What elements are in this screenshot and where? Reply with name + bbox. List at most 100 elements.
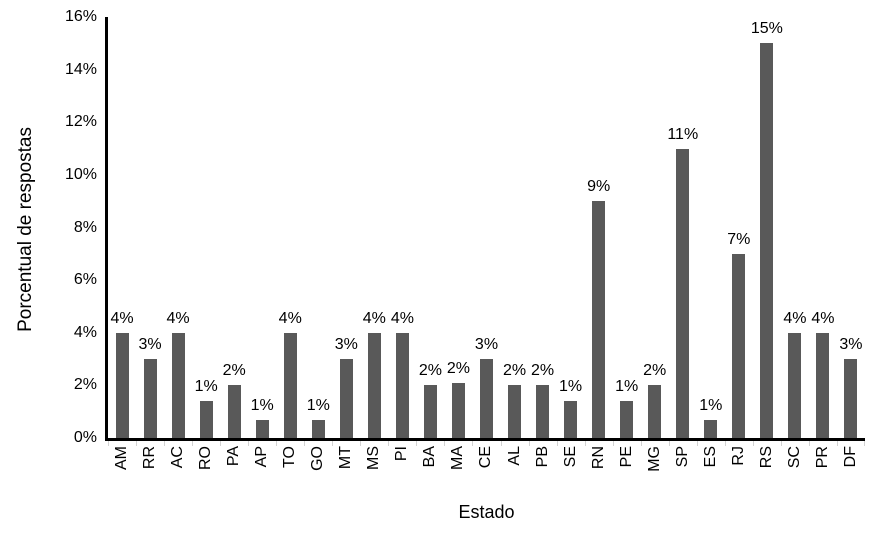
bar-SC bbox=[788, 332, 802, 438]
bar-value-label-AP: 1% bbox=[250, 396, 274, 414]
bar-value-label-AM: 4% bbox=[110, 309, 134, 327]
bar-CE bbox=[480, 359, 493, 438]
x-category-label-text: MG bbox=[645, 446, 663, 472]
x-axis-tick-mark bbox=[360, 441, 362, 446]
y-tick-label-2: 2% bbox=[73, 376, 97, 394]
bar-AL bbox=[508, 385, 522, 438]
bar-AP bbox=[255, 419, 269, 438]
bar-SE bbox=[564, 401, 578, 438]
bar-value-label-RS: 15% bbox=[750, 20, 783, 38]
bar-value-label-MA: 2% bbox=[446, 359, 471, 377]
x-category-label-PB: PB bbox=[529, 446, 557, 486]
x-axis-tick-mark bbox=[332, 441, 334, 446]
x-category-label-text: TO bbox=[281, 446, 299, 468]
x-axis-tick-mark bbox=[248, 441, 250, 446]
bar-AM bbox=[115, 332, 129, 438]
x-axis-tick-mark bbox=[864, 441, 865, 446]
bar-value-label-AC: 4% bbox=[166, 309, 190, 327]
bar-value-label-MT: 3% bbox=[334, 336, 358, 354]
bar-value-label-RJ: 7% bbox=[727, 230, 751, 248]
x-category-label-text: PE bbox=[617, 446, 635, 468]
bar-PR bbox=[816, 332, 830, 438]
x-category-label-text: CE bbox=[477, 446, 495, 469]
bar-RS bbox=[760, 43, 774, 438]
x-axis-tick-mark bbox=[556, 441, 558, 446]
bar-value-label-SP: 11% bbox=[667, 125, 699, 143]
x-category-label-text: GO bbox=[309, 446, 327, 471]
bar-AC bbox=[171, 332, 185, 438]
bar-value-label-DF: 3% bbox=[839, 336, 863, 354]
bar-GO bbox=[311, 419, 325, 438]
y-tick-label-6: 6% bbox=[73, 271, 97, 289]
x-category-label-RS: RS bbox=[753, 446, 781, 486]
x-axis-category-labels: AM RR AC RO PA AP TO GO MT MS PI BA MA CE AL PB SE RN PE MG… bbox=[108, 446, 865, 486]
x-category-label-text: PI bbox=[393, 446, 411, 462]
bar-SP bbox=[676, 148, 690, 438]
bar-MS bbox=[367, 332, 381, 438]
x-axis-tick-mark bbox=[836, 441, 838, 446]
x-axis-tick-mark bbox=[472, 441, 474, 446]
x-category-label-RJ: RJ bbox=[725, 446, 753, 486]
x-category-label-PA: PA bbox=[220, 446, 248, 486]
x-category-label-text: DF bbox=[841, 446, 859, 468]
x-axis-tick-mark bbox=[752, 441, 754, 446]
bar-value-label-MS: 4% bbox=[362, 309, 386, 327]
bar-value-label-PE: 1% bbox=[615, 378, 639, 396]
x-category-label-RR: RR bbox=[136, 446, 164, 486]
x-category-label-text: RS bbox=[757, 446, 775, 469]
x-category-label-ES: ES bbox=[697, 446, 725, 486]
x-category-label-text: PA bbox=[225, 446, 243, 467]
x-axis-tick-mark bbox=[108, 441, 109, 446]
x-axis-tick-mark bbox=[528, 441, 530, 446]
x-category-label-text: PB bbox=[533, 446, 551, 468]
x-category-label-BA: BA bbox=[416, 446, 444, 486]
x-category-label-MG: MG bbox=[641, 446, 669, 486]
y-tick-label-16: 16% bbox=[64, 8, 97, 25]
x-category-label-CE: CE bbox=[472, 446, 500, 486]
x-axis-title: Estado bbox=[458, 502, 515, 522]
bar-RJ bbox=[732, 253, 746, 438]
bar-value-label-BA: 2% bbox=[418, 362, 442, 380]
x-axis-tick-mark bbox=[220, 441, 222, 446]
x-category-label-MA: MA bbox=[444, 446, 472, 486]
x-axis-tick-mark bbox=[640, 441, 642, 446]
x-axis-tick-mark bbox=[304, 441, 306, 446]
x-axis-tick-mark bbox=[724, 441, 726, 446]
x-category-label-text: RN bbox=[589, 446, 607, 470]
bar-value-label-SE: 1% bbox=[559, 378, 583, 396]
x-category-label-SP: SP bbox=[669, 446, 697, 486]
x-category-label-PR: PR bbox=[809, 446, 837, 486]
x-category-label-text: SP bbox=[673, 446, 691, 468]
x-axis-tick-mark bbox=[388, 441, 390, 446]
x-category-label-TO: TO bbox=[276, 446, 304, 486]
bar-value-label-PB: 2% bbox=[531, 362, 555, 380]
x-category-label-SC: SC bbox=[781, 446, 809, 486]
bar-value-label-MG: 2% bbox=[643, 362, 667, 380]
x-category-label-text: RR bbox=[141, 446, 159, 470]
bar-ES bbox=[704, 419, 718, 438]
x-axis-tick-mark bbox=[444, 441, 446, 446]
bar-RR bbox=[143, 359, 157, 438]
x-category-label-text: PR bbox=[813, 446, 831, 469]
x-category-label-MT: MT bbox=[332, 446, 360, 486]
x-category-label-RO: RO bbox=[192, 446, 220, 486]
x-axis-tick-mark bbox=[136, 441, 138, 446]
x-axis-tick-mark bbox=[164, 441, 166, 446]
plot-area: 4% 3% 4% 1% 2% 1% 4% 1% 3% 4% 4% 2% 2% 3% 2% 2% 1% 9% 1% 2%… bbox=[105, 17, 865, 446]
bar-value-label-PI: 4% bbox=[390, 309, 414, 327]
x-category-label-MS: MS bbox=[360, 446, 388, 486]
x-category-label-text: SE bbox=[561, 446, 579, 468]
y-tick-label-4: 4% bbox=[73, 323, 97, 341]
x-category-label-AC: AC bbox=[164, 446, 192, 486]
x-axis-tick-mark bbox=[584, 441, 586, 446]
bar-MA bbox=[451, 382, 465, 438]
bar-value-label-RR: 3% bbox=[138, 336, 162, 354]
x-category-label-RN: RN bbox=[585, 446, 613, 486]
bar-value-label-TO: 4% bbox=[278, 309, 302, 327]
bar-value-label-CE: 3% bbox=[474, 336, 499, 354]
bar-PB bbox=[536, 385, 550, 438]
x-category-label-DF: DF bbox=[837, 446, 865, 486]
x-axis-tick-mark bbox=[416, 441, 418, 446]
x-axis-tick-mark bbox=[276, 441, 278, 446]
bar-MT bbox=[339, 359, 353, 438]
